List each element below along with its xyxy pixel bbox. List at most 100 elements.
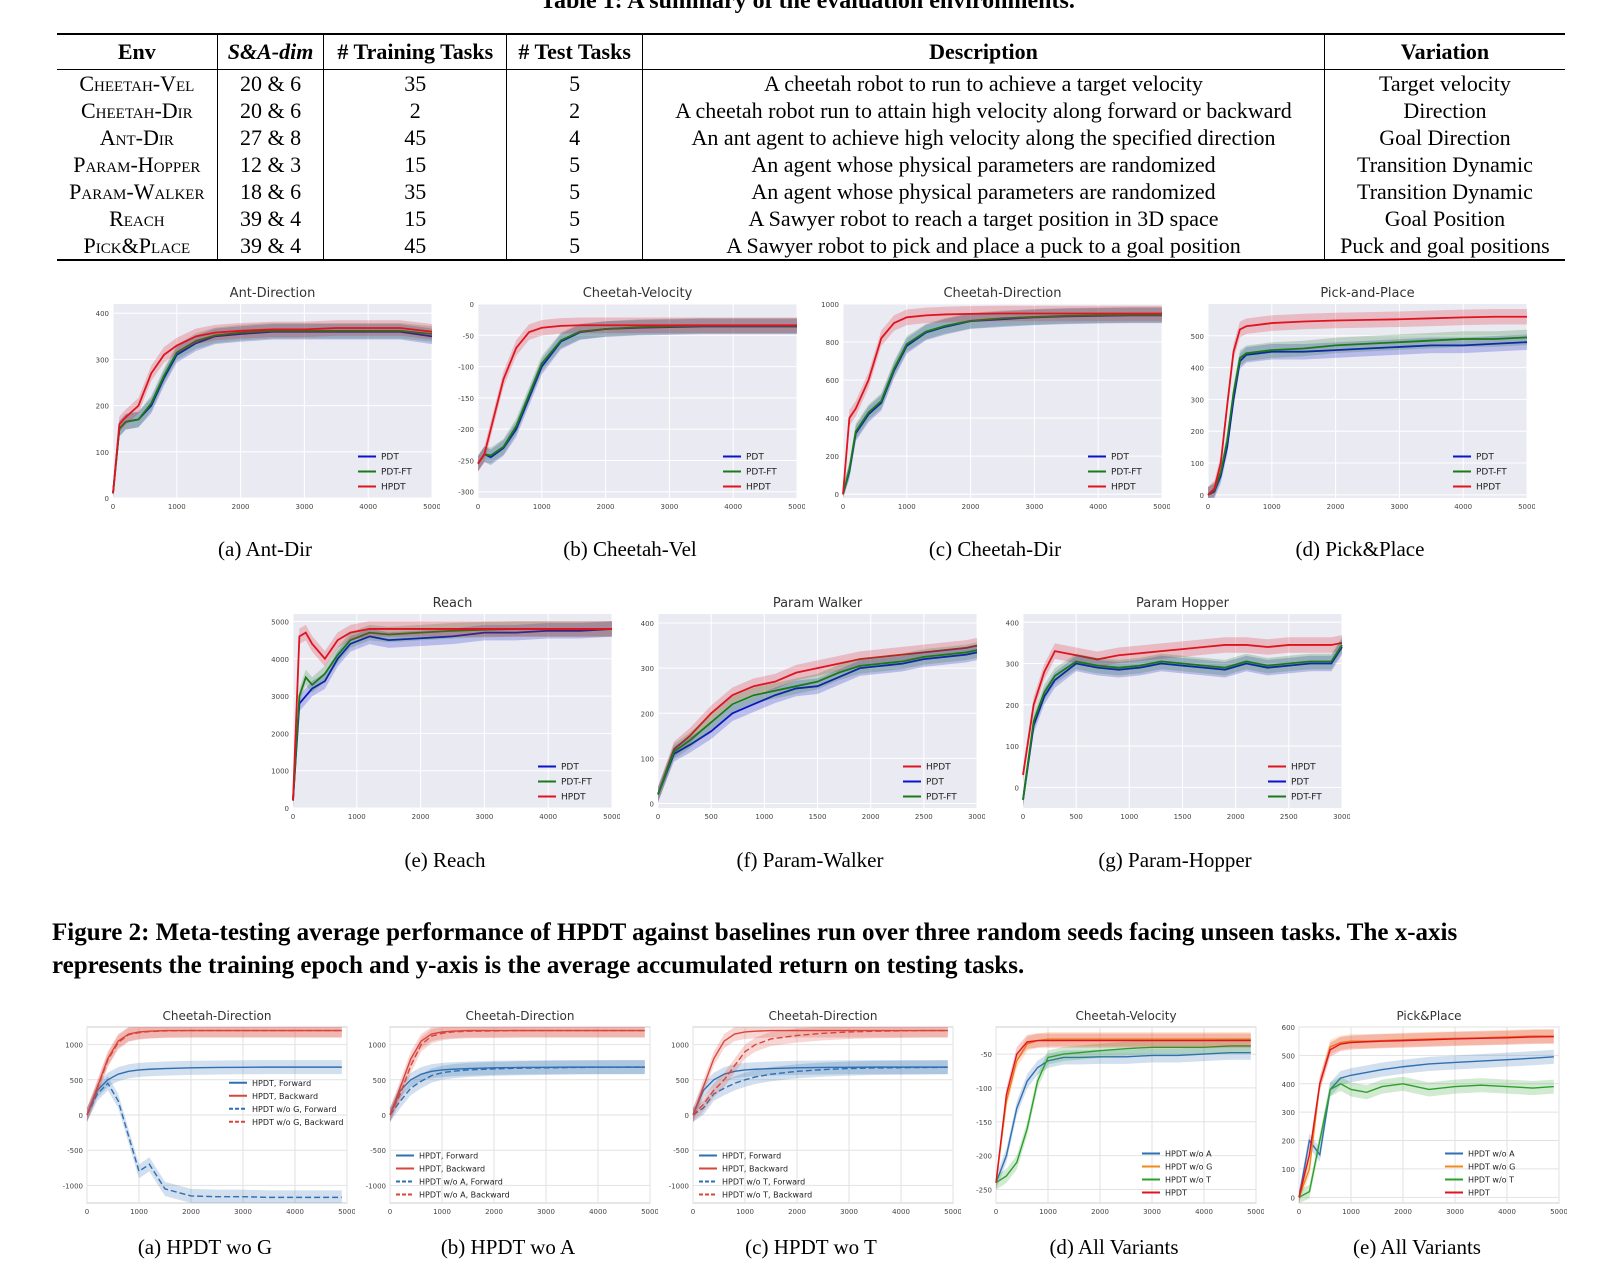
- series-line: [1022, 642, 1343, 776]
- cell-desc: A cheetah robot to run to achieve a targ…: [642, 69, 1325, 97]
- series-line: [995, 1045, 1251, 1184]
- plot-pick-and-place: Pick-and-Place 0 100 200 300 400 500 0 1000 2000 3…: [1170, 280, 1535, 520]
- cell-train: 35: [323, 69, 508, 97]
- series-line: [86, 1029, 342, 1116]
- y-tick-label: 500: [676, 1077, 689, 1085]
- plot-param-walker: Param Walker 0 100 200 300 400 0 500 1000 1500 200…: [620, 590, 985, 830]
- legend-label: PDT-FT: [381, 468, 412, 478]
- cell-test: 5: [506, 178, 644, 205]
- cell-env: Reach: [57, 205, 218, 232]
- series-band: [1299, 1076, 1554, 1203]
- header-dim: S&A-dim: [217, 34, 325, 70]
- x-tick-label: 0: [994, 1208, 998, 1216]
- y-tick-label: 100: [96, 449, 109, 457]
- y-tick-label: 3000: [271, 693, 289, 701]
- x-tick-label: 1000: [1039, 1208, 1057, 1216]
- legend-label: HPDT: [1291, 763, 1316, 773]
- legend-label: HPDT, Forward: [722, 1152, 781, 1161]
- legend-label: HPDT: [1476, 483, 1501, 493]
- cell-train: 2: [323, 97, 508, 124]
- legend-label: HPDT, Forward: [252, 1079, 311, 1088]
- legend-label: HPDT: [561, 793, 586, 803]
- y-tick-label: 2000: [271, 730, 289, 738]
- subcaption-f: (f) Param-Walker: [736, 848, 884, 872]
- legend-label: HPDT, Backward: [252, 1092, 318, 1101]
- y-tick-label: -50: [981, 1051, 992, 1059]
- x-tick-label: 4000: [1089, 503, 1107, 511]
- plot-all-variants-pick-place: Pick&Place 0 100 200 300 400 500 600 0 1000 2000 30…: [1267, 1005, 1567, 1225]
- legend-label: PDT: [1476, 453, 1494, 463]
- y-tick-label: 100: [1282, 1166, 1295, 1174]
- x-tick-label: 0: [841, 503, 845, 511]
- series-band: [1208, 334, 1527, 498]
- cell-env: Pick&Place: [57, 232, 218, 260]
- y-tick-label: -100: [458, 364, 474, 372]
- y-tick-label: -500: [67, 1147, 83, 1155]
- x-tick-label: 4000: [589, 1208, 607, 1216]
- series-band: [390, 1027, 645, 1123]
- y-tick-label: 5000: [271, 618, 289, 626]
- legend-label: HPDT: [926, 763, 951, 773]
- cell-desc: A Sawyer robot to pick and place a puck …: [642, 232, 1325, 260]
- legend-label: PDT-FT: [561, 778, 592, 788]
- x-tick-label: 1000: [533, 503, 551, 511]
- plot-all-variants-cheetah-vel: Cheetah-Velocity -250 -200 -150 -100 -50 0 1000…: [964, 1005, 1264, 1225]
- plot-ablation-wo-t: Cheetah-Direction -1000 -500 0 500 1000 0 1000 2…: [661, 1005, 961, 1225]
- series-band: [87, 1027, 342, 1123]
- legend-label: HPDT: [1468, 1189, 1490, 1198]
- legend-label: HPDT w/o A, Backward: [419, 1191, 510, 1200]
- y-tick-label: 0: [470, 301, 474, 309]
- x-tick-label: 2500: [1280, 813, 1298, 821]
- y-tick-label: 0: [79, 1112, 83, 1120]
- x-tick-label: 3000: [968, 813, 985, 821]
- x-tick-label: 5000: [788, 503, 805, 511]
- x-tick-label: 2000: [788, 1208, 806, 1216]
- chart-title: Param Hopper: [1136, 596, 1230, 611]
- y-tick-label: -300: [458, 489, 474, 497]
- legend-label: PDT-FT: [926, 793, 957, 803]
- y-tick-label: 500: [70, 1077, 83, 1085]
- series-line: [389, 1066, 645, 1116]
- series-band: [390, 1027, 645, 1123]
- chart-title: Reach: [433, 596, 473, 611]
- y-tick-label: 400: [1006, 619, 1019, 627]
- plot-ablation-wo-g: Cheetah-Direction -1000 -500 0 500 1000 0 1000 2…: [55, 1005, 355, 1225]
- subcaption-3a: (a) HPDT wo G: [137, 1235, 273, 1259]
- plot-area: [478, 304, 797, 498]
- legend-label: PDT-FT: [1476, 468, 1507, 478]
- series-band: [658, 642, 977, 803]
- x-tick-label: 2000: [232, 503, 250, 511]
- chart-title: Pick-and-Place: [1320, 286, 1414, 301]
- series-line: [292, 628, 613, 801]
- y-tick-label: 400: [826, 415, 839, 423]
- x-tick-label: 500: [704, 813, 717, 821]
- legend-label: HPDT, Backward: [722, 1165, 788, 1174]
- cell-dim: 20 & 6: [217, 97, 325, 124]
- cell-train: 45: [323, 124, 508, 151]
- legend-label: HPDT w/o G, Backward: [252, 1118, 343, 1127]
- environments-table: Env S&A-dim # Training Tasks # Test Task…: [57, 33, 1565, 261]
- x-tick-label: 2500: [915, 813, 933, 821]
- subcaption-a: (a) Ant-Dir: [218, 537, 312, 561]
- x-tick-label: 5000: [338, 1208, 355, 1216]
- cell-test: 5: [506, 232, 644, 260]
- series-line: [1298, 1035, 1554, 1198]
- table-row: Ant-Dir 27 & 8 45 4 An ant agent to achieve …: [57, 124, 1565, 151]
- series-line: [1207, 315, 1527, 496]
- x-tick-label: 1000: [755, 813, 773, 821]
- series-line: [995, 1039, 1251, 1183]
- series-band: [693, 1060, 948, 1123]
- cell-dim: 27 & 8: [217, 124, 325, 151]
- chart-title: Pick&Place: [1396, 1009, 1461, 1023]
- x-tick-label: 2000: [1327, 503, 1345, 511]
- x-tick-label: 0: [291, 813, 295, 821]
- series-line: [657, 644, 978, 795]
- y-tick-label: 100: [1191, 460, 1204, 468]
- x-tick-label: 0: [111, 503, 115, 511]
- subcaption-c: (c) Cheetah-Dir: [928, 537, 1062, 561]
- cell-desc: An ant agent to achieve high velocity al…: [642, 124, 1325, 151]
- y-tick-label: 0: [382, 1112, 386, 1120]
- legend-label: HPDT w/o G, Forward: [252, 1105, 337, 1114]
- x-tick-label: 0: [691, 1208, 695, 1216]
